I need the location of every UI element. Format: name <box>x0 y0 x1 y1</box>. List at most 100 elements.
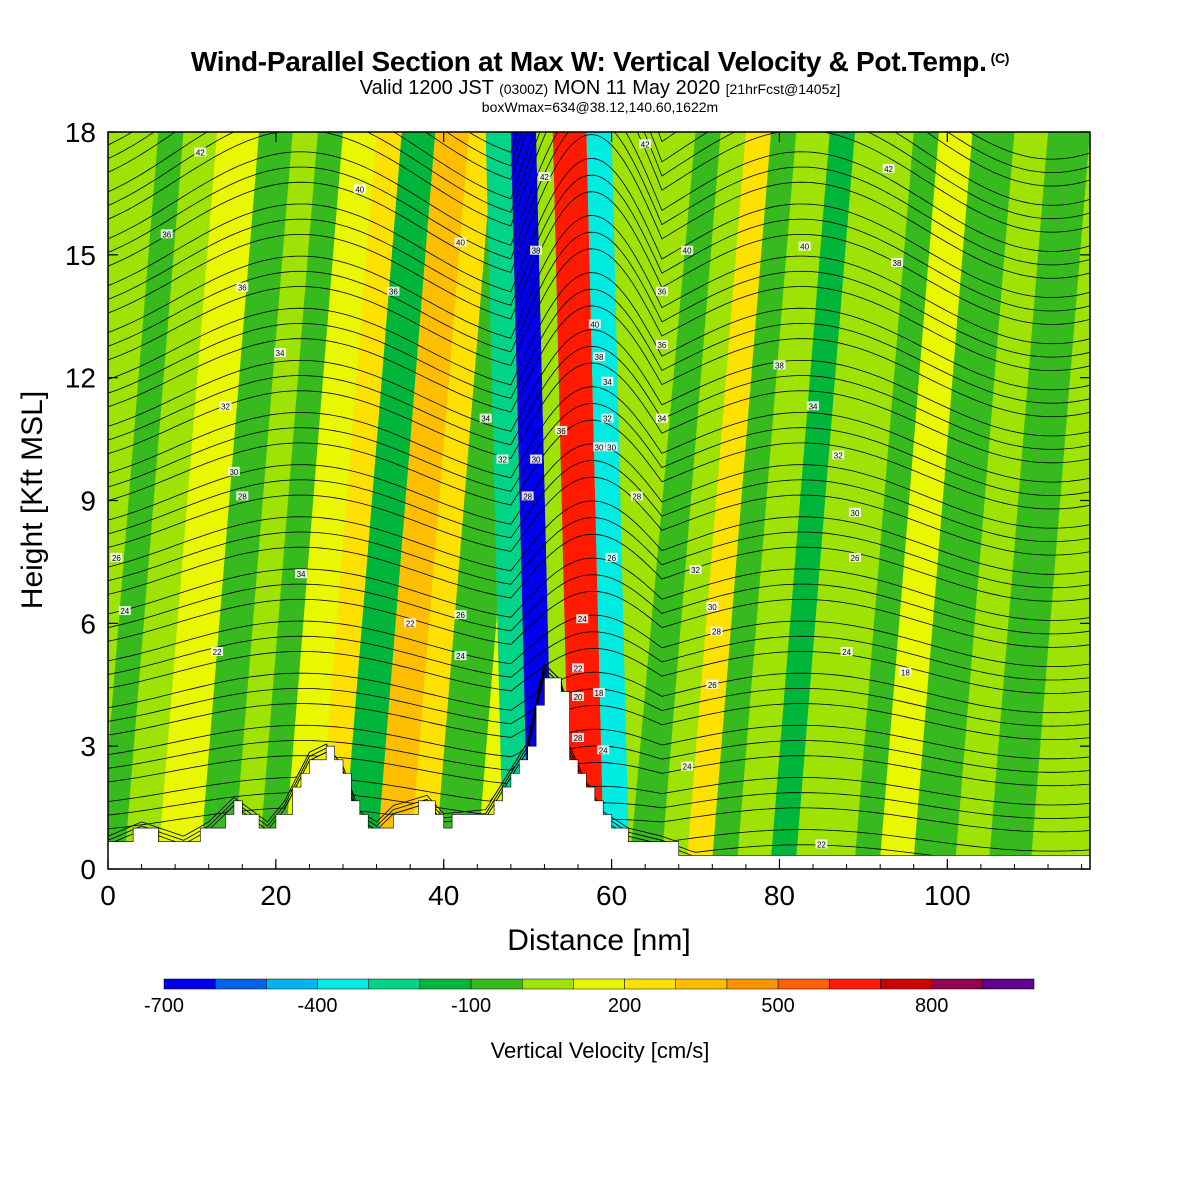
theta-label-text: 24 <box>599 746 608 755</box>
w-band <box>736 132 830 869</box>
w-band <box>342 132 436 869</box>
colorbar-swatch <box>419 978 472 990</box>
theta-label-bg <box>593 687 605 697</box>
theta-label-bg <box>890 258 903 268</box>
theta-contour-label: 26 <box>454 610 467 620</box>
theta-label-text: 38 <box>532 247 541 256</box>
theta-contour-label: 20 <box>572 692 585 702</box>
theta-contour-line <box>108 288 1090 404</box>
theta-label-bg <box>706 679 719 689</box>
theta-label-text: 28 <box>632 492 641 501</box>
colorbar-swatch <box>675 978 728 990</box>
theta-label-bg <box>454 237 467 247</box>
colorbar-swatch <box>829 978 881 990</box>
theta-label-text: 40 <box>800 243 809 252</box>
theta-label-bg <box>601 376 614 386</box>
theta-label-text: 18 <box>595 689 604 698</box>
theta-contour-label: 22 <box>815 839 828 849</box>
theta-label-bg <box>110 552 123 562</box>
theta-label-bg <box>815 839 828 849</box>
copyright-mark: (C) <box>990 50 1010 66</box>
theta-contour-label: 32 <box>832 450 845 460</box>
x-tick-label: 80 <box>764 880 795 911</box>
y-axis-label: Height [Kft MSL] <box>16 391 49 609</box>
theta-label-text: 24 <box>578 615 587 624</box>
theta-contour-line <box>108 419 1090 510</box>
subtitle-valid: Valid 1200 JST <box>359 77 494 99</box>
theta-label-bg <box>530 454 543 464</box>
colorbar: -700 -400 -100 200 500 800 <box>144 978 1035 1017</box>
y-tick-label: 12 <box>65 363 96 394</box>
theta-label-text: 32 <box>603 415 612 424</box>
theta-label-text: 26 <box>607 554 616 563</box>
x-axis-label: Distance [nm] <box>507 924 690 957</box>
theta-label-text: 40 <box>683 247 692 256</box>
theta-label-bg <box>807 401 820 411</box>
theta-contour-label: 26 <box>110 552 123 563</box>
theta-label-bg <box>219 401 232 411</box>
theta-label-bg <box>194 147 207 157</box>
theta-contour-label: 34 <box>274 348 287 358</box>
colorbar-swatch <box>317 978 369 990</box>
w-band <box>233 132 318 869</box>
theta-contour-line <box>108 248 1090 372</box>
theta-label-text: 36 <box>162 230 171 239</box>
w-band <box>1030 132 1090 869</box>
theta-contour-line <box>108 574 1090 635</box>
theta-label-bg <box>576 614 589 624</box>
y-tick-label: 3 <box>80 731 96 762</box>
theta-contour-line <box>108 272 1090 391</box>
theta-label-text: 26 <box>112 554 121 563</box>
theta-contour-line <box>108 663 1090 760</box>
w-band <box>157 132 260 869</box>
theta-label-text: 22 <box>817 840 826 849</box>
theta-contour-label: 40 <box>588 319 601 329</box>
w-band <box>283 132 377 869</box>
theta-contour-label: 18 <box>593 687 605 698</box>
theta-label-text: 34 <box>276 349 285 358</box>
theta-label-bg <box>572 692 585 702</box>
theta-label-text: 32 <box>498 456 507 465</box>
theta-contour-label: 32 <box>689 565 702 575</box>
theta-label-bg <box>706 601 719 611</box>
theta-label-text: 30 <box>532 456 541 465</box>
theta-contour-label: 42 <box>639 139 652 149</box>
theta-label-bg <box>848 552 861 562</box>
colorbar-tick-label: 200 <box>608 995 641 1017</box>
theta-label-bg <box>601 413 614 423</box>
theta-label-bg <box>454 610 467 620</box>
theta-contour-label: 24 <box>681 761 694 772</box>
colorbar-swatch <box>266 978 318 990</box>
theta-contour-label: 38 <box>773 360 786 370</box>
theta-label-text: 38 <box>893 259 902 268</box>
theta-label-text: 36 <box>657 288 666 297</box>
colorbar-swatch <box>368 978 421 990</box>
theta-contour-line <box>108 215 1090 345</box>
theta-label-bg <box>555 425 568 435</box>
colorbar-swatch <box>163 978 216 990</box>
theta-contour-label: 30 <box>530 454 543 465</box>
theta-label-text: 40 <box>456 239 465 248</box>
theta-contour-line <box>108 614 1090 668</box>
y-tick-label: 15 <box>65 240 96 271</box>
theta-label-bg <box>689 565 702 575</box>
theta-label-text: 20 <box>574 693 583 702</box>
theta-label-bg <box>236 282 249 292</box>
theta-contour-label: 30 <box>848 507 861 518</box>
theta-contour-label: 26 <box>848 552 861 563</box>
theta-label-text: 38 <box>595 353 604 362</box>
theta-contour-label: 28 <box>710 626 723 637</box>
theta-label-bg <box>655 286 668 296</box>
colorbar-swatch <box>521 978 574 990</box>
theta-label-bg <box>211 646 224 656</box>
theta-label-bg <box>236 491 249 501</box>
theta-label-bg <box>479 413 492 423</box>
theta-label-text: 34 <box>657 415 666 424</box>
subtitle-forecast: [21hrFcst@1405z] <box>725 81 841 97</box>
w-band <box>552 132 605 869</box>
theta-label-bg <box>882 163 895 173</box>
theta-label-text: 28 <box>712 628 721 637</box>
theta-label-text: 30 <box>607 443 616 452</box>
